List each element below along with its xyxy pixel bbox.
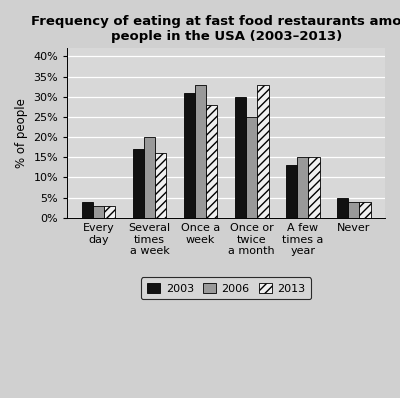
Legend: 2003, 2006, 2013: 2003, 2006, 2013 [141,277,311,299]
Bar [246,117,257,218]
Bar [184,93,195,218]
Bar [359,201,370,218]
Bar [144,137,155,218]
Bar [104,206,116,218]
Bar [206,105,218,218]
Bar [337,197,348,218]
Bar [308,157,320,218]
Title: Frequency of eating at fast food restaurants among
people in the USA (2003–2013): Frequency of eating at fast food restaur… [32,15,400,43]
Bar [155,153,166,218]
Bar [286,165,297,218]
Bar [235,97,246,218]
Bar [93,206,104,218]
Bar [257,85,268,218]
Bar [297,157,308,218]
Bar [133,149,144,218]
Bar [82,201,93,218]
Bar [195,85,206,218]
Y-axis label: % of people: % of people [15,98,28,168]
Bar [348,201,359,218]
